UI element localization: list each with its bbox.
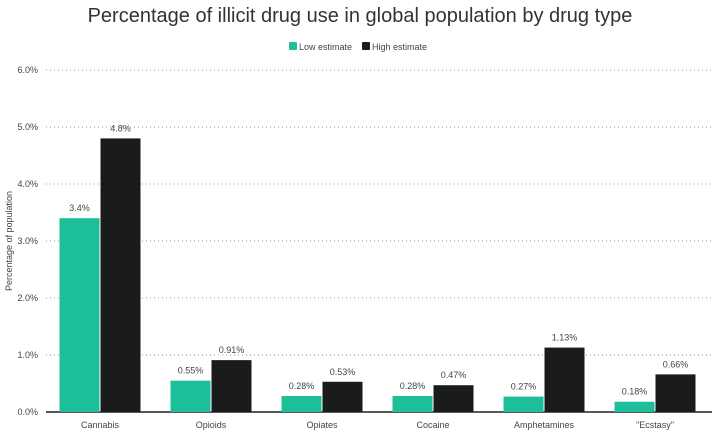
y-tick-label: 5.0%	[17, 122, 38, 132]
y-axis-label: Percentage of population	[4, 191, 14, 291]
data-label: 0.18%	[622, 387, 648, 397]
legend-swatch-high	[362, 42, 370, 50]
x-tick-label: "Ecstasy"	[636, 420, 674, 430]
data-label: 0.28%	[289, 381, 315, 391]
legend-label-high: High estimate	[372, 42, 427, 52]
bar-high	[322, 381, 363, 412]
data-label: 0.53%	[330, 367, 356, 377]
y-tick-label: 2.0%	[17, 293, 38, 303]
data-label: 4.8%	[110, 123, 131, 133]
bar-high	[544, 347, 585, 412]
bar-low	[59, 218, 100, 412]
x-tick-label: Opiates	[306, 420, 338, 430]
data-label: 0.27%	[511, 382, 537, 392]
bar-low	[392, 396, 433, 412]
x-tick-label: Amphetamines	[514, 420, 575, 430]
bar-high	[211, 360, 252, 412]
bar-low	[614, 401, 655, 412]
x-tick-label: Cannabis	[81, 420, 120, 430]
bar-low	[503, 396, 544, 412]
data-label: 0.55%	[178, 366, 204, 376]
data-label: 0.91%	[219, 345, 245, 355]
data-label: 3.4%	[69, 203, 90, 213]
bar-high	[100, 138, 141, 412]
data-label: 1.13%	[552, 333, 578, 343]
legend: Low estimate High estimate	[289, 42, 427, 52]
y-tick-label: 4.0%	[17, 179, 38, 189]
y-tick-label: 6.0%	[17, 65, 38, 75]
bar-high	[655, 374, 696, 412]
bar-low	[281, 396, 322, 412]
y-tick-label: 1.0%	[17, 350, 38, 360]
legend-label-low: Low estimate	[299, 42, 352, 52]
x-tick-label: Opioids	[196, 420, 227, 430]
x-tick-label: Cocaine	[416, 420, 449, 430]
data-label: 0.47%	[441, 370, 467, 380]
y-tick-label: 0.0%	[17, 407, 38, 417]
data-label: 0.28%	[400, 381, 426, 391]
data-label: 0.66%	[663, 359, 689, 369]
y-tick-label: 3.0%	[17, 236, 38, 246]
bar-high	[433, 385, 474, 412]
legend-swatch-low	[289, 42, 297, 50]
bar-low	[170, 380, 211, 412]
chart-title: Percentage of illicit drug use in global…	[88, 5, 633, 27]
